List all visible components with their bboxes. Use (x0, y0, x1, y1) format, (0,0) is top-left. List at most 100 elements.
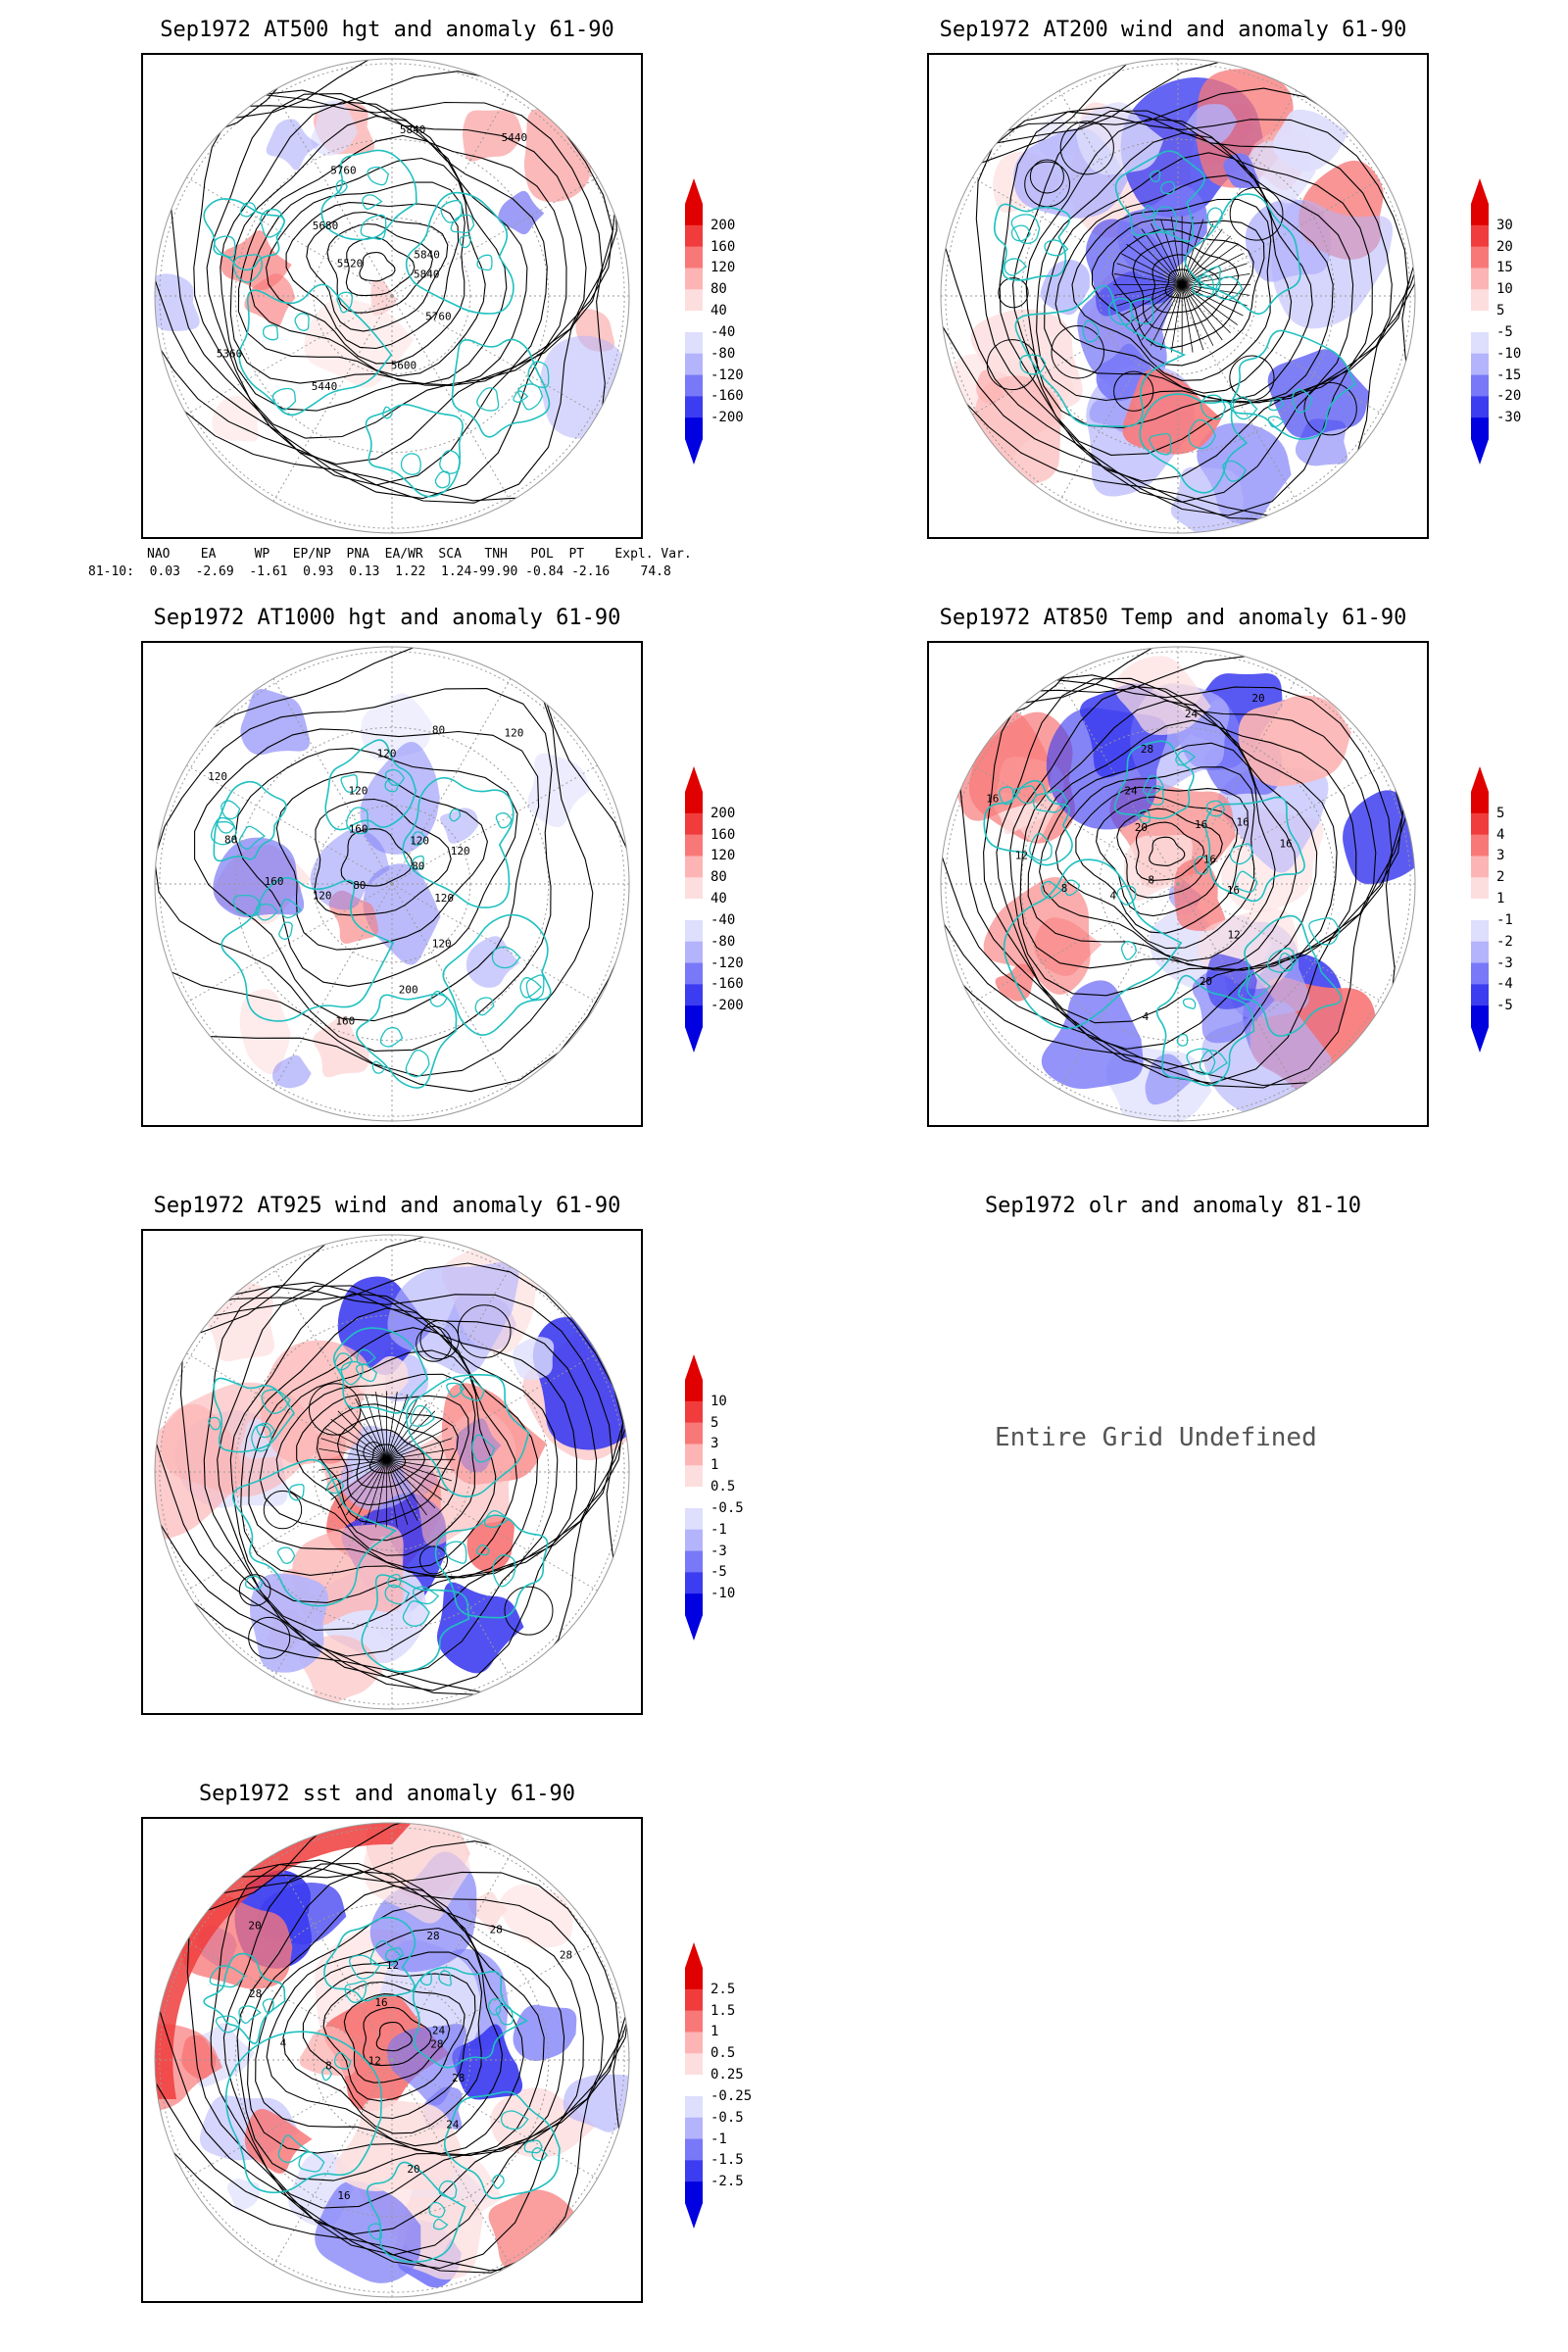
island-coastline (412, 1586, 440, 1605)
island-coastline (277, 2134, 310, 2164)
meridian (1177, 295, 1384, 416)
contour-label: 120 (434, 892, 454, 905)
contour-line (259, 1349, 497, 1569)
contour-label: 5680 (313, 220, 339, 232)
colorbar-tick-label: 1 (710, 1457, 719, 1474)
contour-line (306, 211, 449, 332)
latitude-circle (234, 1902, 550, 2218)
contour-line (1116, 808, 1223, 899)
streamline (1181, 253, 1244, 285)
colorbar-tick-label: -1 (710, 1521, 727, 1538)
colorbar-tick-label: 4 (1496, 826, 1505, 843)
island-coastline (333, 2051, 352, 2070)
contour-line (155, 688, 553, 1052)
colorbar-segment (1471, 812, 1489, 836)
colorbar-arrow-top (685, 1354, 703, 1380)
island-coastline (245, 1575, 264, 1591)
island-coastline (438, 2180, 458, 2199)
colorbar-arrow-bottom (685, 1027, 703, 1053)
colorbar-segment (1471, 417, 1489, 440)
island-coastline (209, 1965, 246, 1988)
anomaly-shade (311, 100, 359, 156)
anomaly-shade (467, 1891, 508, 1932)
streamline (1181, 235, 1231, 285)
streamline (1181, 228, 1223, 285)
latitude-circle (313, 1981, 471, 2139)
colorbar-arrow-top (1471, 178, 1489, 204)
colorbar-tick-label: -3 (710, 1543, 727, 1559)
colorbar-tick-label: 200 (710, 805, 736, 821)
island-coastline (1234, 870, 1258, 893)
colorbar-tick-label: 2.5 (710, 1981, 736, 1997)
contour-label: 80 (224, 834, 237, 847)
streamline (345, 1459, 387, 1516)
panel-title: Sep1972 AT1000 hgt and anomaly 61-90 (153, 606, 621, 630)
island-coastline (210, 816, 238, 846)
contour-label: 28 (426, 1930, 439, 1942)
island-coastline (1160, 180, 1176, 195)
colorbar-tick-label: 5 (1496, 805, 1505, 821)
streamline (1182, 263, 1248, 285)
contour-line (266, 1927, 504, 2147)
meridian (1177, 678, 1298, 885)
colorbar-tick-label: -1 (710, 2131, 727, 2147)
coastline (365, 403, 464, 498)
contour-line (266, 181, 466, 365)
contour-label: 12 (1228, 928, 1241, 941)
island-coastline (531, 2147, 548, 2162)
contour-label: 16 (1227, 884, 1240, 897)
island-coastline (1010, 224, 1031, 242)
contour-line (941, 87, 1415, 516)
colorbar-tick-label: -80 (710, 933, 736, 950)
contour-label: 120 (410, 834, 429, 847)
contour-line (1027, 719, 1298, 969)
island-coastline (1200, 394, 1227, 420)
colorbar-segment (685, 353, 703, 376)
streamline (1182, 273, 1250, 285)
colorbar-segment (1471, 899, 1489, 921)
island-coastline (340, 1360, 364, 1386)
island-coastline (256, 1422, 275, 1439)
coastline (231, 1458, 398, 1607)
island-coastline (279, 899, 302, 919)
contour-line (194, 728, 540, 1022)
panel-title: Sep1972 AT850 Temp and anomaly 61-90 (939, 606, 1407, 630)
coastline (324, 739, 417, 831)
island-coastline (294, 313, 310, 331)
meridian (1177, 883, 1384, 1004)
streamline (1126, 243, 1183, 285)
contour-label: 16 (1203, 853, 1216, 865)
island-coastline (492, 1554, 516, 1588)
contour-line (999, 106, 1393, 482)
contour-line (302, 1972, 476, 2120)
contour-line (1054, 174, 1293, 394)
contour-label: 5360 (217, 347, 243, 360)
vortex-streamline (1059, 121, 1114, 175)
streamline (386, 1397, 418, 1460)
anomaly-shade (260, 1340, 369, 1465)
island-coastline (1205, 800, 1226, 817)
map-boundary (154, 58, 630, 534)
contour-label: 120 (432, 938, 452, 951)
contour-line (996, 677, 1357, 1024)
anomaly-shade (240, 689, 310, 756)
island-coastline (400, 453, 421, 475)
streamline (320, 1438, 387, 1460)
colorbar-tick-label: -120 (710, 367, 744, 383)
vortex-streamline (504, 1586, 554, 1636)
colorbar-segment (685, 331, 703, 355)
contour-line (186, 1863, 620, 2256)
island-coastline (483, 1509, 510, 1528)
streamline (1160, 284, 1183, 351)
island-coastline (387, 1573, 402, 1589)
meridian (391, 1940, 598, 2061)
colorbar-tick-label: 40 (710, 891, 727, 907)
anomaly-shade (466, 1515, 514, 1573)
contour-label: 4 (1143, 1010, 1150, 1023)
contour-label: 24 (1185, 708, 1199, 720)
polar-map-200 (940, 58, 1416, 534)
contour-line (1149, 836, 1186, 866)
contour-label: 160 (335, 1015, 355, 1028)
colorbar-segment (685, 1572, 703, 1594)
streamline (1181, 284, 1223, 341)
